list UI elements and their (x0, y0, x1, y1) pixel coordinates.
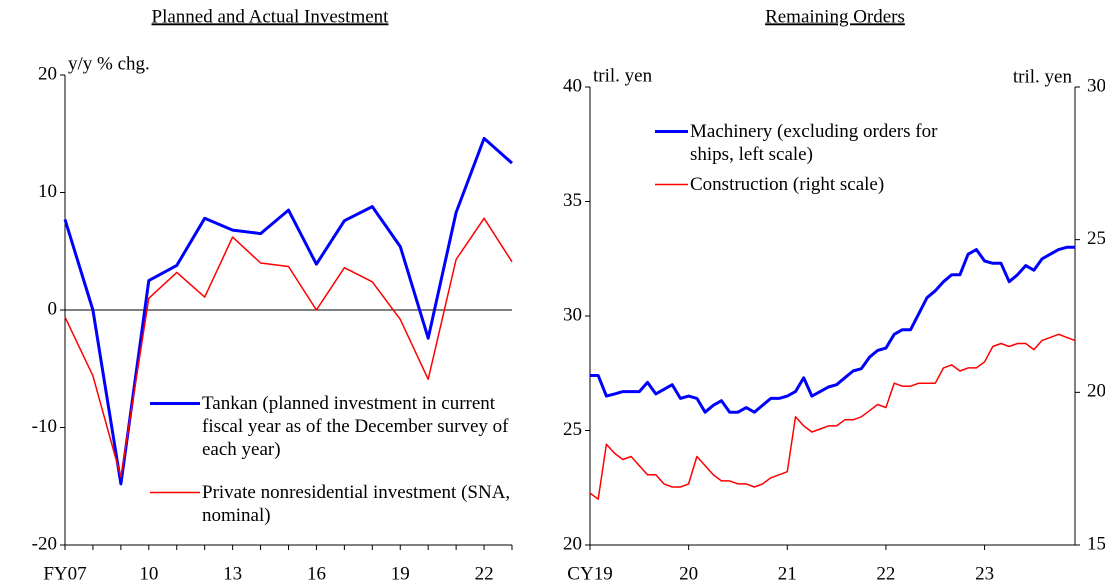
y-tick-label: 10 (38, 181, 57, 202)
series-line (64, 217, 513, 478)
legend-label: Tankan (planned investment in current fi… (202, 393, 509, 460)
chart-title: Remaining Orders (765, 6, 905, 27)
x-tick-label: 21 (778, 563, 797, 584)
x-tick-label: 23 (975, 563, 994, 584)
legend-label: Machinery (excluding orders for ships, l… (690, 121, 938, 165)
y-tick-label: 0 (48, 298, 58, 319)
series-line (590, 245, 1075, 414)
y-tick-label: 20 (38, 63, 57, 84)
y-tick-label: -20 (32, 533, 57, 554)
x-tick-label: 20 (679, 563, 698, 584)
x-tick-label: 22 (876, 563, 895, 584)
y2-tick-label: 30 (1087, 75, 1105, 96)
y-tick-label: 40 (563, 75, 582, 96)
y2-tick-label: 25 (1087, 228, 1105, 249)
y-tick-label: -10 (32, 416, 57, 437)
y-axis-label: tril. yen (593, 65, 653, 86)
series-line (589, 333, 1076, 500)
legend-label: Private nonresidential investment (SNA, … (202, 482, 511, 526)
y-tick-label: 20 (563, 533, 582, 554)
y-tick-label: 25 (563, 419, 582, 440)
legend-label: Construction (right scale) (690, 174, 885, 195)
y2-tick-label: 15 (1087, 533, 1105, 554)
x-tick-label: 22 (475, 563, 494, 584)
y-axis-label: y/y % chg. (68, 53, 150, 74)
x-tick-label: 16 (307, 563, 326, 584)
y2-tick-label: 20 (1087, 381, 1105, 402)
chart-title: Planned and Actual Investment (152, 6, 390, 27)
y-tick-label: 30 (563, 304, 582, 325)
x-tick-label: 10 (139, 563, 158, 584)
x-tick-label: 13 (223, 563, 242, 584)
series-line (63, 136, 513, 486)
y-tick-label: 35 (563, 190, 582, 211)
y2-axis-label: tril. yen (1013, 66, 1073, 87)
x-tick-label: FY07 (43, 563, 86, 584)
x-tick-label: 19 (391, 563, 410, 584)
x-tick-label: CY19 (567, 563, 612, 584)
